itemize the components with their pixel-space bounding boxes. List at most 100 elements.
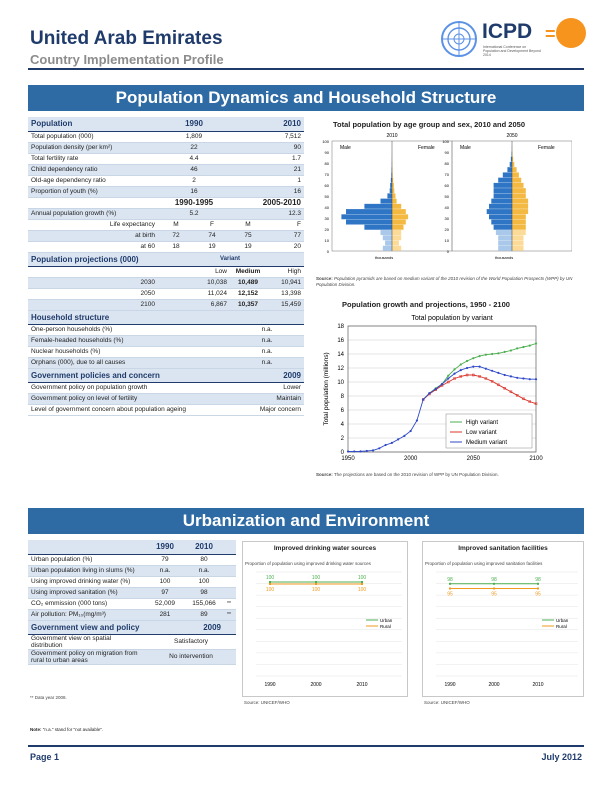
population-row: Child dependency ratio 46 21: [28, 164, 304, 176]
urban-row: Urban population (%) 79 80: [28, 554, 236, 566]
pyramid-male-bar: [498, 235, 512, 241]
small-chart-point: [269, 581, 271, 583]
table-cell: 1990-1995: [158, 197, 230, 209]
pyramid-y-tick: 100: [322, 139, 329, 144]
icpd-logo-subtext: International Conference on Population a…: [483, 45, 541, 57]
growth-point: [497, 383, 500, 387]
table-cell: 77: [266, 230, 304, 242]
pyramid-female-bar: [512, 156, 514, 162]
urban-row: Urban population living in slums (%) n.a.…: [28, 565, 236, 577]
growth-point: [447, 377, 450, 380]
table-cell: 22: [158, 142, 230, 154]
pyramid-female-bar: [512, 224, 526, 230]
table-cell: 46: [158, 164, 230, 176]
table-cell: at birth: [28, 230, 158, 242]
growth-point: [516, 376, 519, 379]
table-cell: 100: [146, 576, 184, 588]
pyramid-female-bar: [512, 209, 529, 215]
sanitation-source: Source: UNICEF/WHO: [424, 700, 470, 705]
growth-series-line: [422, 343, 537, 400]
pyramid-male-bar: [498, 245, 512, 251]
growth-point: [522, 397, 525, 401]
pyramid-female-bar: [392, 203, 402, 209]
table-cell: 80: [184, 554, 224, 566]
pyramid-male-bar: [364, 203, 392, 209]
table-cell: Maintain: [230, 393, 304, 405]
pyramid-female-bar: [392, 235, 402, 241]
pyramid-female-bar: [512, 240, 524, 246]
pyramid-female-bar: [392, 219, 406, 225]
table-cell: Level of government concern about popula…: [28, 404, 230, 416]
small-chart-point: [537, 582, 539, 585]
table-cell: 97: [146, 587, 184, 599]
pyramid-female-bar: [392, 193, 396, 199]
table-cell: Government policy on migration from rura…: [28, 649, 146, 665]
growth-y-tick: 0: [341, 450, 345, 456]
pyramid-female-bar: [392, 230, 402, 235]
growth-y-tick: 4: [341, 422, 345, 428]
view-row: Government view on spatial distribution S…: [28, 634, 236, 650]
table-cell: 19: [194, 241, 230, 253]
growth-point: [434, 387, 437, 391]
small-chart-point: [449, 587, 451, 590]
growth-x-tick: 2100: [529, 456, 543, 462]
growth-point: [459, 363, 462, 366]
growth-y-tick: 16: [337, 338, 344, 344]
small-chart-x-tick: 1990: [444, 682, 455, 688]
icpd-logo: ICPD: [482, 20, 533, 43]
pyramid-male-bar: [495, 230, 512, 235]
growth-point: [384, 443, 387, 447]
small-chart-x-tick: 2000: [310, 682, 321, 688]
table-cell: [224, 554, 236, 566]
table-cell: Variant: [194, 252, 266, 267]
table-cell: Using improved sanitation (%): [28, 587, 146, 599]
table-cell: 12.3: [230, 208, 304, 220]
pyramid-year-label: 2010: [386, 133, 397, 139]
pyramid-female-bar: [512, 182, 524, 188]
small-chart-point: [361, 583, 363, 585]
pyramid-female-bar: [512, 203, 529, 209]
pyramid-female-label: Female: [538, 145, 555, 151]
table-cell: Nuclear households (%): [28, 346, 230, 358]
small-chart-data-label: 100: [358, 587, 367, 593]
small-chart-data-label: 100: [358, 575, 367, 581]
small-chart-data-label: 98: [535, 577, 541, 583]
growth-point: [378, 447, 381, 450]
table-cell: 12,152: [230, 288, 266, 300]
growth-point: [447, 374, 450, 377]
growth-point: [409, 429, 412, 433]
small-chart-data-label: 95: [447, 592, 453, 598]
growth-point: [465, 366, 469, 370]
growth-x-tick: 1950: [341, 456, 355, 462]
small-chart-x-tick: 2000: [488, 682, 499, 688]
table-cell: n.a.: [146, 565, 184, 577]
table-cell: Medium: [230, 266, 266, 278]
table-cell: 18: [158, 241, 194, 253]
table-cell: 2: [158, 175, 230, 187]
table-cell: 72: [158, 230, 194, 242]
pyramid-y-tick: 0: [447, 249, 450, 254]
pyramid-y-tick: 60: [445, 183, 450, 188]
table-cell: 98: [184, 587, 224, 599]
section-banner-urbanization: Urbanization and Environment: [28, 508, 584, 534]
growth-point: [465, 359, 469, 363]
growth-point: [490, 380, 494, 383]
table-cell: [158, 252, 194, 267]
pyramid-female-bar: [512, 188, 526, 194]
table-cell: 1,809: [158, 131, 230, 143]
table-cell: Air pollution: PM₁₀(mg/m³): [28, 609, 146, 621]
pyramid-female-bar: [392, 172, 393, 178]
pyramid-male-bar: [380, 198, 392, 204]
growth-point: [365, 449, 368, 453]
pyramid-y-tick: 100: [442, 139, 449, 144]
table-cell: [224, 576, 236, 588]
small-chart-point: [315, 581, 317, 583]
pyramid-y-tick: 50: [445, 194, 450, 199]
na-note: Note: "n.a." stand for "not available".: [30, 727, 104, 732]
table-cell: 155,066: [184, 598, 224, 610]
growth-point: [491, 369, 494, 372]
pyramid-male-bar: [385, 240, 392, 246]
pyramid-male-bar: [493, 193, 512, 199]
table-cell: 100: [184, 576, 224, 588]
growth-point: [497, 371, 500, 374]
